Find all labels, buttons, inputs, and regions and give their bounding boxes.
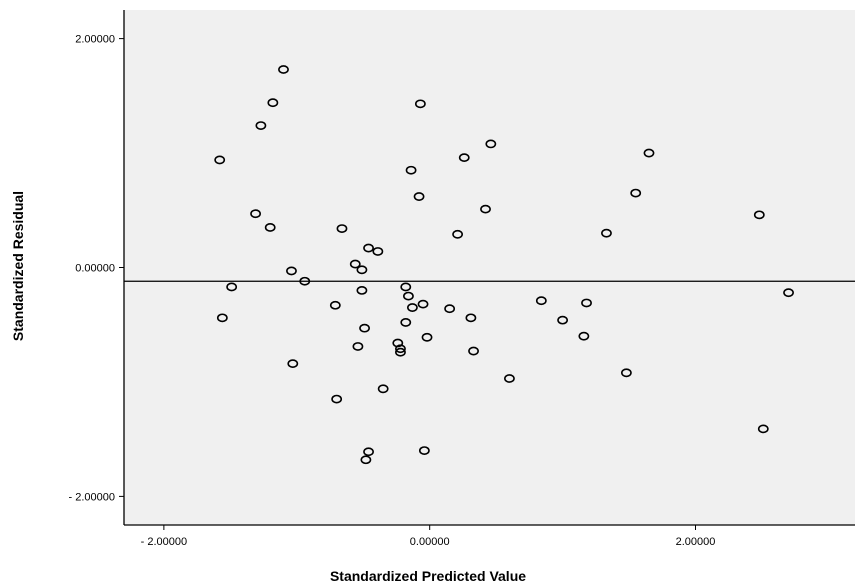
data-point xyxy=(418,446,430,456)
axes xyxy=(119,10,855,530)
data-point xyxy=(757,424,769,434)
data-point xyxy=(395,347,406,357)
data-point xyxy=(377,384,389,394)
data-point xyxy=(349,259,361,269)
data-point xyxy=(421,332,433,342)
data-point xyxy=(413,192,425,201)
data-point xyxy=(264,223,276,232)
data-point xyxy=(444,304,456,314)
data-point xyxy=(465,313,477,323)
data-point xyxy=(643,148,655,158)
data-point xyxy=(226,282,238,292)
y-tick-labels: 2.00000 0.00000 - 2.00000 xyxy=(69,34,115,504)
data-point xyxy=(395,344,406,354)
data-point xyxy=(485,139,497,149)
data-point xyxy=(372,247,384,256)
data-point xyxy=(400,282,412,292)
data-point xyxy=(363,447,374,457)
data-point xyxy=(363,243,374,253)
x-tick-label: 2.00000 xyxy=(676,536,716,548)
data-point xyxy=(557,315,568,325)
data-point xyxy=(216,313,228,323)
data-point xyxy=(356,285,368,295)
data-point xyxy=(405,165,417,175)
y-tick-label: 2.00000 xyxy=(75,34,115,46)
x-tick-label: 0.00000 xyxy=(410,536,450,548)
data-point xyxy=(403,291,414,301)
data-point xyxy=(581,298,592,308)
data-point xyxy=(336,224,348,233)
data-point xyxy=(407,303,418,312)
data-point xyxy=(359,323,370,333)
data-point xyxy=(535,296,547,306)
data-point xyxy=(286,266,297,276)
data-point xyxy=(578,331,590,341)
data-point xyxy=(480,204,491,214)
data-points xyxy=(214,65,794,465)
y-axis-title: Standardized Residual xyxy=(10,191,26,341)
x-tick-label: - 2.00000 xyxy=(141,536,187,548)
data-point xyxy=(414,99,426,109)
data-point xyxy=(392,338,404,348)
data-point xyxy=(504,374,515,383)
data-point xyxy=(452,229,464,239)
data-point xyxy=(255,121,267,130)
data-point xyxy=(278,65,289,74)
data-point xyxy=(299,276,311,286)
data-point xyxy=(620,368,632,378)
data-point xyxy=(458,153,470,163)
x-tick-labels: - 2.00000 0.00000 2.00000 xyxy=(141,536,716,548)
plot-background xyxy=(124,10,855,525)
data-point xyxy=(352,342,364,351)
x-axis-title: Standardized Predicted Value xyxy=(330,568,526,584)
data-point xyxy=(417,299,429,309)
data-point xyxy=(267,98,279,108)
y-tick-label: 0.00000 xyxy=(75,263,115,275)
data-point xyxy=(360,455,372,465)
data-point xyxy=(400,318,412,327)
data-point xyxy=(214,155,226,165)
data-point xyxy=(329,300,341,310)
data-point xyxy=(630,188,642,198)
data-point xyxy=(331,394,343,404)
data-point xyxy=(356,265,368,275)
data-point xyxy=(250,209,261,219)
y-tick-label: - 2.00000 xyxy=(69,491,115,503)
data-point xyxy=(601,228,612,238)
data-point xyxy=(287,359,299,369)
data-point xyxy=(753,210,765,220)
data-point xyxy=(783,288,794,298)
data-point xyxy=(468,346,479,356)
